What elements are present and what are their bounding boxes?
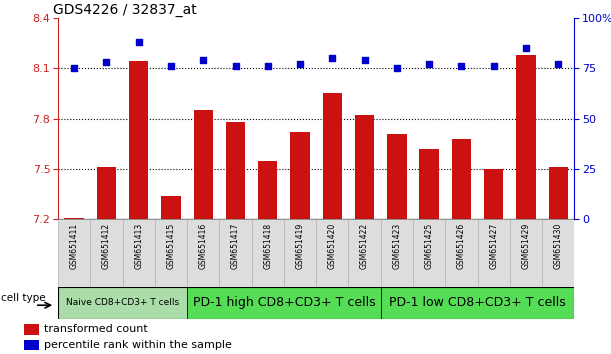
Point bbox=[327, 55, 337, 61]
Text: GSM651419: GSM651419 bbox=[296, 223, 304, 269]
Point bbox=[69, 65, 79, 71]
Point bbox=[230, 63, 240, 69]
Bar bbox=[290, 132, 310, 354]
Bar bbox=[542, 219, 574, 287]
Bar bbox=[123, 219, 155, 287]
Text: GSM651418: GSM651418 bbox=[263, 223, 273, 269]
Text: GSM651412: GSM651412 bbox=[102, 223, 111, 269]
Text: GSM651416: GSM651416 bbox=[199, 223, 208, 269]
Bar bbox=[381, 219, 413, 287]
Bar bbox=[516, 55, 536, 354]
Text: cell type: cell type bbox=[1, 293, 46, 303]
Text: GSM651413: GSM651413 bbox=[134, 223, 143, 269]
Bar bbox=[549, 167, 568, 354]
Bar bbox=[65, 218, 84, 354]
Bar bbox=[24, 324, 38, 335]
Bar bbox=[129, 62, 148, 354]
Bar bbox=[478, 219, 510, 287]
Point bbox=[166, 63, 176, 69]
Text: transformed count: transformed count bbox=[45, 324, 148, 334]
Text: GSM651420: GSM651420 bbox=[328, 223, 337, 269]
Bar bbox=[58, 287, 187, 319]
Bar bbox=[452, 139, 471, 354]
Bar bbox=[90, 219, 123, 287]
Bar bbox=[510, 219, 542, 287]
Text: percentile rank within the sample: percentile rank within the sample bbox=[45, 340, 232, 350]
Point bbox=[521, 45, 531, 51]
Bar bbox=[413, 219, 445, 287]
Text: PD-1 high CD8+CD3+ T cells: PD-1 high CD8+CD3+ T cells bbox=[192, 296, 375, 309]
Text: GSM651422: GSM651422 bbox=[360, 223, 369, 269]
Bar bbox=[323, 93, 342, 354]
Bar bbox=[419, 149, 439, 354]
Bar bbox=[155, 219, 187, 287]
Point bbox=[456, 63, 466, 69]
Bar bbox=[161, 196, 181, 354]
Text: GSM651425: GSM651425 bbox=[425, 223, 434, 269]
Bar bbox=[226, 122, 245, 354]
Bar bbox=[355, 115, 375, 354]
Bar bbox=[187, 219, 219, 287]
Bar bbox=[445, 219, 478, 287]
Bar bbox=[194, 110, 213, 354]
Point bbox=[134, 39, 144, 45]
Bar bbox=[387, 134, 406, 354]
Bar bbox=[381, 287, 574, 319]
Point bbox=[392, 65, 402, 71]
Point bbox=[554, 61, 563, 67]
Bar bbox=[252, 219, 284, 287]
Point bbox=[489, 63, 499, 69]
Text: GSM651426: GSM651426 bbox=[457, 223, 466, 269]
Text: GSM651411: GSM651411 bbox=[70, 223, 79, 269]
Point bbox=[199, 57, 208, 63]
Text: GSM651429: GSM651429 bbox=[521, 223, 530, 269]
Text: Naive CD8+CD3+ T cells: Naive CD8+CD3+ T cells bbox=[66, 298, 179, 307]
Bar bbox=[24, 340, 38, 350]
Bar bbox=[484, 169, 503, 354]
Point bbox=[263, 63, 273, 69]
Text: GSM651427: GSM651427 bbox=[489, 223, 498, 269]
Bar bbox=[219, 219, 252, 287]
Text: GSM651415: GSM651415 bbox=[166, 223, 175, 269]
Bar bbox=[187, 287, 381, 319]
Text: GSM651417: GSM651417 bbox=[231, 223, 240, 269]
Bar bbox=[316, 219, 348, 287]
Bar bbox=[58, 219, 90, 287]
Text: GSM651423: GSM651423 bbox=[392, 223, 401, 269]
Point bbox=[360, 57, 370, 63]
Bar bbox=[97, 167, 116, 354]
Bar bbox=[258, 161, 277, 354]
Point bbox=[424, 61, 434, 67]
Text: GSM651430: GSM651430 bbox=[554, 223, 563, 269]
Bar bbox=[348, 219, 381, 287]
Point bbox=[101, 59, 111, 65]
Text: GDS4226 / 32837_at: GDS4226 / 32837_at bbox=[53, 3, 197, 17]
Text: PD-1 low CD8+CD3+ T cells: PD-1 low CD8+CD3+ T cells bbox=[389, 296, 566, 309]
Bar bbox=[284, 219, 316, 287]
Point bbox=[295, 61, 305, 67]
